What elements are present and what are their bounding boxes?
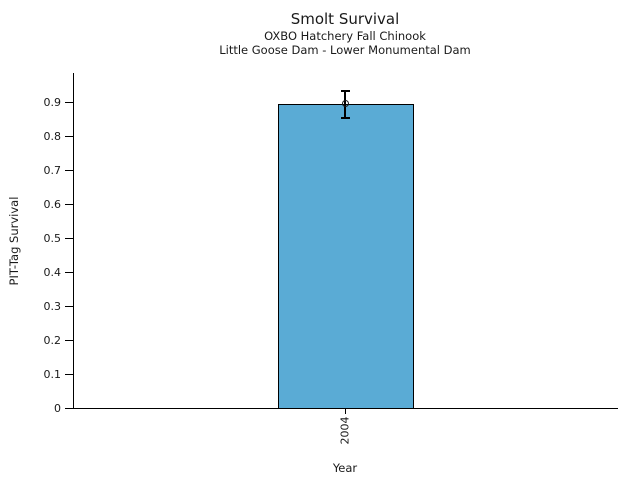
y-tick-mark	[65, 170, 73, 171]
y-tick-mark	[65, 374, 73, 375]
y-tick-label: 0.1	[43, 368, 62, 381]
y-tick-mark	[65, 238, 73, 239]
y-tick-label: 0.9	[43, 96, 62, 109]
y-tick-mark	[65, 136, 73, 137]
x-axis-title: Year	[332, 461, 358, 475]
error-bar-cap-top	[340, 90, 350, 92]
y-tick-mark	[65, 102, 73, 103]
chart-subtitle-hatchery: OXBO Hatchery Fall Chinook	[264, 29, 426, 43]
y-tick-mark	[65, 204, 73, 205]
bar-2004	[278, 104, 414, 409]
y-tick-mark	[65, 408, 73, 409]
chart-header: Smolt Survival OXBO Hatchery Fall Chinoo…	[73, 10, 617, 57]
chart-title: Smolt Survival	[290, 10, 400, 28]
y-tick-label: 0.2	[43, 334, 62, 347]
y-tick-mark	[65, 306, 73, 307]
y-tick-label: 0.3	[43, 300, 62, 313]
y-axis-line	[73, 73, 74, 409]
y-tick-label: 0.4	[43, 266, 62, 279]
y-tick-label: 0	[54, 402, 61, 415]
error-bar-cap-bottom	[340, 117, 350, 119]
y-tick-label: 0.7	[43, 164, 62, 177]
error-bar-marker	[341, 100, 349, 108]
y-tick-mark	[65, 340, 73, 341]
y-tick-label: 0.6	[43, 198, 62, 211]
y-tick-mark	[65, 272, 73, 273]
y-tick-label: 0.8	[43, 130, 62, 143]
y-tick-label: 0.5	[43, 232, 62, 245]
x-tick-mark	[344, 409, 346, 414]
chart-subtitle-reach: Little Goose Dam - Lower Monumental Dam	[219, 43, 471, 57]
x-tick-label: 2004	[338, 416, 352, 445]
